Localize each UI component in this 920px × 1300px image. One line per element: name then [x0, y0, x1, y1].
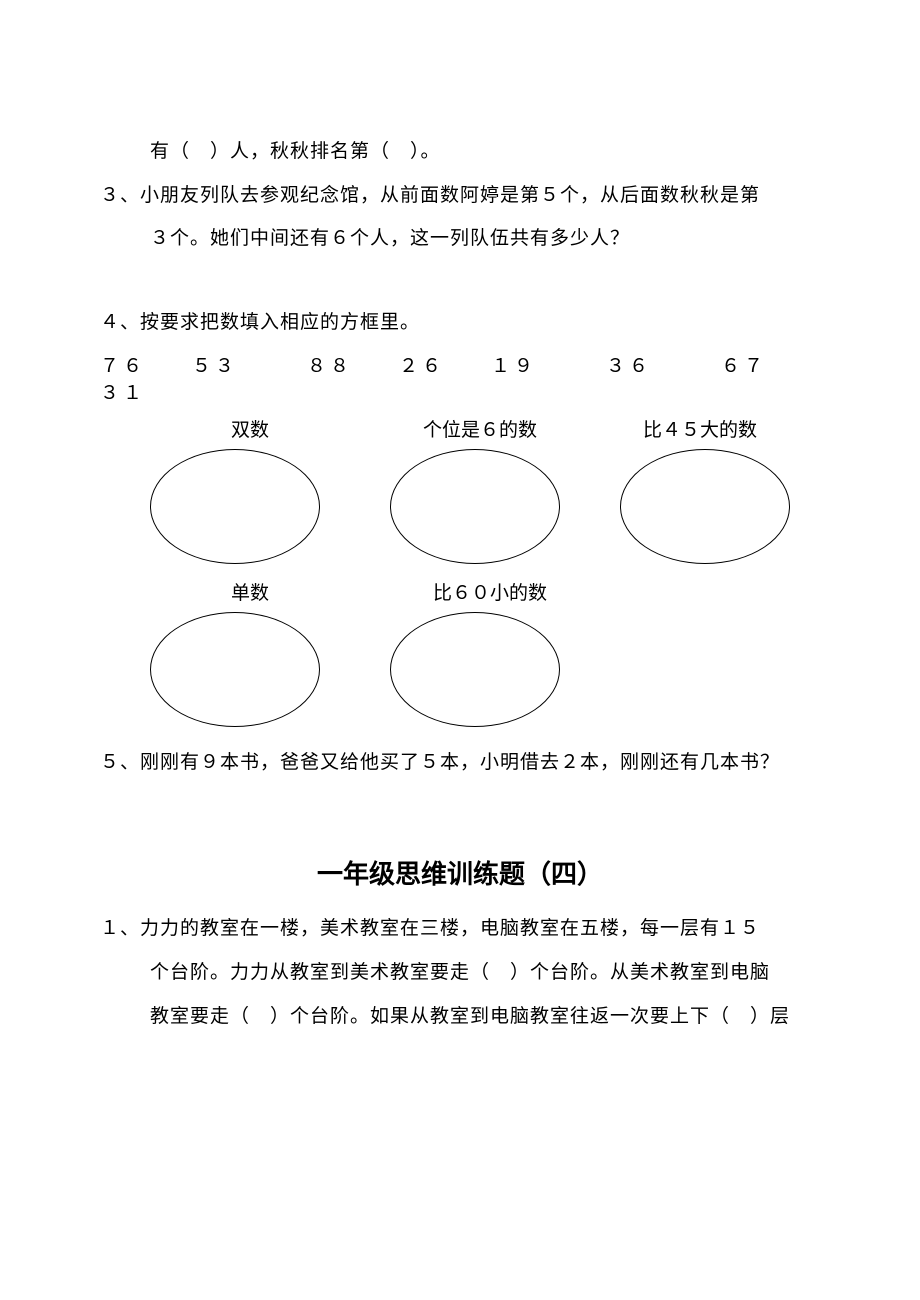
s4-q1-line1: １、力力的教室在一楼，美术教室在三楼，电脑教室在五楼，每一层有１５: [100, 907, 820, 951]
category-label: 双数: [190, 415, 310, 442]
category-label: 个位是６的数: [390, 415, 570, 442]
q3-answer-space: [100, 261, 820, 301]
q4-ellipses-row1: [100, 449, 820, 564]
q5-line1: ５、刚刚有９本书，爸爸又给他买了５本，小明借去２本，刚刚还有几本书？: [100, 741, 820, 785]
answer-ellipse: [620, 449, 790, 564]
category-label: 单数: [190, 578, 310, 605]
answer-ellipse: [390, 612, 560, 727]
q4-category-labels-row1: 双数 个位是６的数 比４５大的数: [100, 415, 820, 443]
q4-number-list: ７６ ５３ ８８ ２６ １９ ３６ ６７ ３１: [100, 351, 820, 405]
q2-tail-line: 有（ ）人，秋秋排名第（ ）。: [100, 130, 820, 174]
answer-ellipse: [150, 449, 320, 564]
q3-line1: ３、小朋友列队去参观纪念馆，从前面数阿婷是第５个，从后面数秋秋是第: [100, 174, 820, 218]
answer-ellipse: [390, 449, 560, 564]
section-title: 一年级思维训练题（四）: [100, 854, 820, 891]
q4-category-labels-row2: 单数 比６０小的数: [100, 578, 820, 606]
worksheet-page: 有（ ）人，秋秋排名第（ ）。 ３、小朋友列队去参观纪念馆，从前面数阿婷是第５个…: [0, 0, 920, 1300]
q4-ellipses-row2: [100, 612, 820, 727]
q3-line2: ３个。她们中间还有６个人，这一列队伍共有多少人？: [100, 217, 820, 261]
s4-q1-line3: 教室要走（ ）个台阶。如果从教室到电脑教室往返一次要上下（ ）层: [100, 995, 820, 1039]
q4-line1: ４、按要求把数填入相应的方框里。: [100, 301, 820, 345]
category-label: 比６０小的数: [390, 578, 590, 605]
category-label: 比４５大的数: [610, 415, 790, 442]
s4-q1-line2: 个台阶。力力从教室到美术教室要走（ ）个台阶。从美术教室到电脑: [100, 951, 820, 995]
answer-ellipse: [150, 612, 320, 727]
